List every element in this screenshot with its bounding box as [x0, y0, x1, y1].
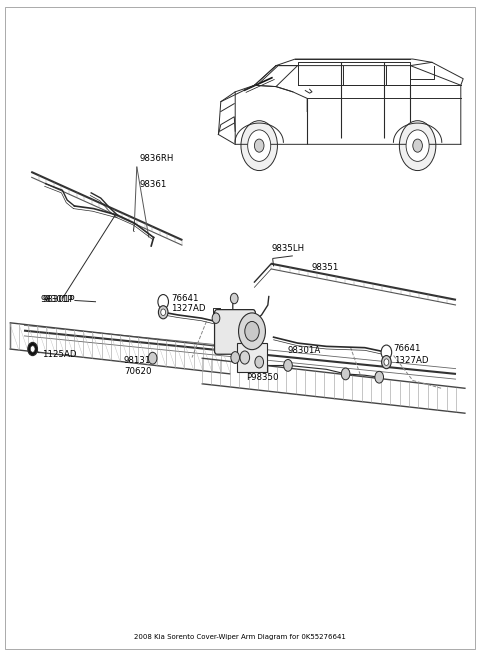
- Text: 98361: 98361: [139, 180, 167, 190]
- Circle shape: [240, 351, 250, 364]
- Circle shape: [30, 346, 35, 352]
- Text: 76641: 76641: [394, 344, 421, 354]
- FancyBboxPatch shape: [237, 343, 267, 372]
- Text: 98351: 98351: [312, 263, 339, 272]
- Circle shape: [148, 352, 157, 364]
- Circle shape: [341, 368, 350, 380]
- Circle shape: [212, 313, 220, 323]
- Text: 1125AD: 1125AD: [42, 350, 77, 359]
- Circle shape: [239, 313, 265, 350]
- Text: 1327AD: 1327AD: [394, 356, 428, 365]
- Text: 76641: 76641: [171, 294, 198, 303]
- Circle shape: [28, 342, 37, 356]
- Circle shape: [161, 309, 166, 316]
- Circle shape: [231, 352, 240, 363]
- Circle shape: [406, 130, 429, 161]
- Text: 1327AD: 1327AD: [171, 304, 205, 314]
- Text: P98350: P98350: [246, 373, 278, 382]
- Circle shape: [413, 139, 422, 152]
- Circle shape: [245, 321, 259, 341]
- Circle shape: [382, 356, 391, 369]
- Text: 98131C: 98131C: [124, 356, 157, 365]
- Text: 98301P: 98301P: [41, 295, 73, 304]
- Text: 1123AC: 1123AC: [220, 316, 253, 325]
- Circle shape: [381, 345, 392, 359]
- Text: 98301P: 98301P: [42, 295, 75, 304]
- Circle shape: [284, 359, 292, 371]
- Circle shape: [399, 121, 436, 171]
- Circle shape: [158, 295, 168, 309]
- Circle shape: [375, 371, 384, 383]
- Circle shape: [254, 139, 264, 152]
- Circle shape: [255, 356, 264, 368]
- Circle shape: [248, 130, 271, 161]
- Text: 98100: 98100: [220, 327, 247, 336]
- Text: 9835LH: 9835LH: [271, 244, 304, 253]
- Text: 98301A: 98301A: [287, 346, 320, 356]
- Text: 2008 Kia Sorento Cover-Wiper Arm Diagram for 0K55276641: 2008 Kia Sorento Cover-Wiper Arm Diagram…: [134, 634, 346, 640]
- Circle shape: [158, 306, 168, 319]
- Circle shape: [241, 121, 277, 171]
- Circle shape: [384, 359, 389, 365]
- FancyBboxPatch shape: [215, 310, 255, 354]
- Text: 9836RH: 9836RH: [139, 154, 174, 163]
- Text: 70620: 70620: [124, 367, 151, 377]
- Circle shape: [230, 293, 238, 304]
